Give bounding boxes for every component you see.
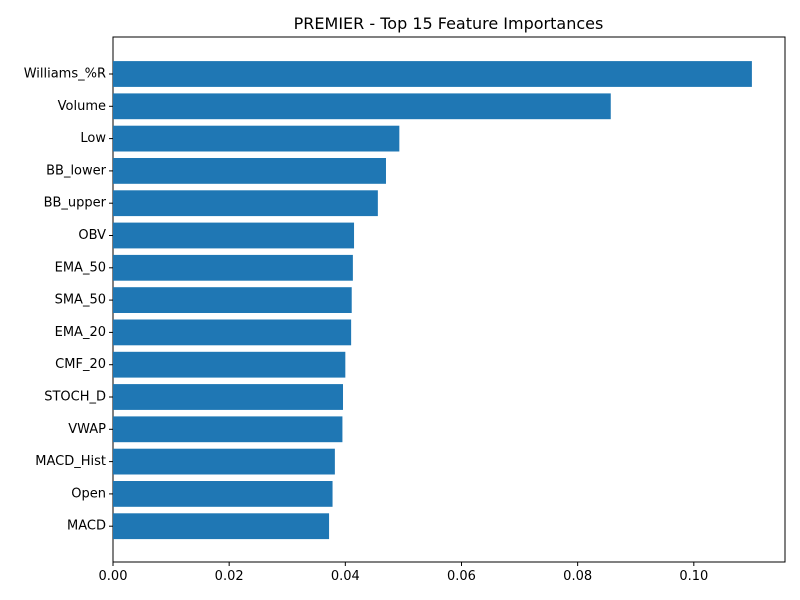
y-tick-label: EMA_50 xyxy=(55,260,106,275)
bar-macd-hist xyxy=(113,448,335,475)
bar-bb-upper xyxy=(113,190,378,217)
y-tick-label: Low xyxy=(80,131,106,146)
bar-stoch-d xyxy=(113,384,344,410)
x-tick-label: 0.02 xyxy=(215,569,244,584)
y-tick-label: VWAP xyxy=(68,422,106,437)
y-tick-label: Volume xyxy=(58,99,106,114)
x-tick-label: 0.00 xyxy=(99,569,128,584)
y-tick-label: Open xyxy=(71,486,106,501)
y-tick-label: BB_upper xyxy=(44,196,107,211)
bar-ema-20 xyxy=(113,319,352,346)
bar-bb-lower xyxy=(113,158,386,184)
x-axis-ticks: 0.00 0.02 0.04 0.06 0.08 0.10 xyxy=(99,562,708,584)
x-tick-label: 0.08 xyxy=(563,569,592,584)
x-tick-label: 0.06 xyxy=(447,569,476,584)
bar-obv xyxy=(113,222,355,249)
y-tick-label: OBV xyxy=(78,228,106,243)
y-tick-label: BB_lower xyxy=(46,163,107,178)
bar-ema-50 xyxy=(113,254,353,281)
bar-volume xyxy=(113,93,611,120)
x-tick-label: 0.04 xyxy=(331,569,360,584)
bar-low xyxy=(113,125,400,152)
bar-sma-50 xyxy=(113,287,352,313)
y-axis-ticks: Williams_%R Volume Low BB_lower BB_upper OBV E… xyxy=(24,67,113,534)
bars-group xyxy=(113,61,752,540)
bar-williams-r xyxy=(113,61,752,87)
bar-open xyxy=(113,481,333,507)
y-tick-label: EMA_20 xyxy=(55,325,106,340)
y-tick-label: SMA_50 xyxy=(55,293,106,308)
y-tick-label: Williams_%R xyxy=(24,67,106,82)
y-tick-label: STOCH_D xyxy=(44,390,106,405)
chart-title: PREMIER - Top 15 Feature Importances xyxy=(294,14,604,33)
y-tick-label: MACD_Hist xyxy=(35,454,106,469)
bar-cmf-20 xyxy=(113,351,346,378)
bar-macd xyxy=(113,513,330,540)
y-tick-label: MACD xyxy=(67,519,106,534)
y-tick-label: CMF_20 xyxy=(55,357,106,372)
bar-vwap xyxy=(113,416,343,443)
x-tick-label: 0.10 xyxy=(679,569,708,584)
